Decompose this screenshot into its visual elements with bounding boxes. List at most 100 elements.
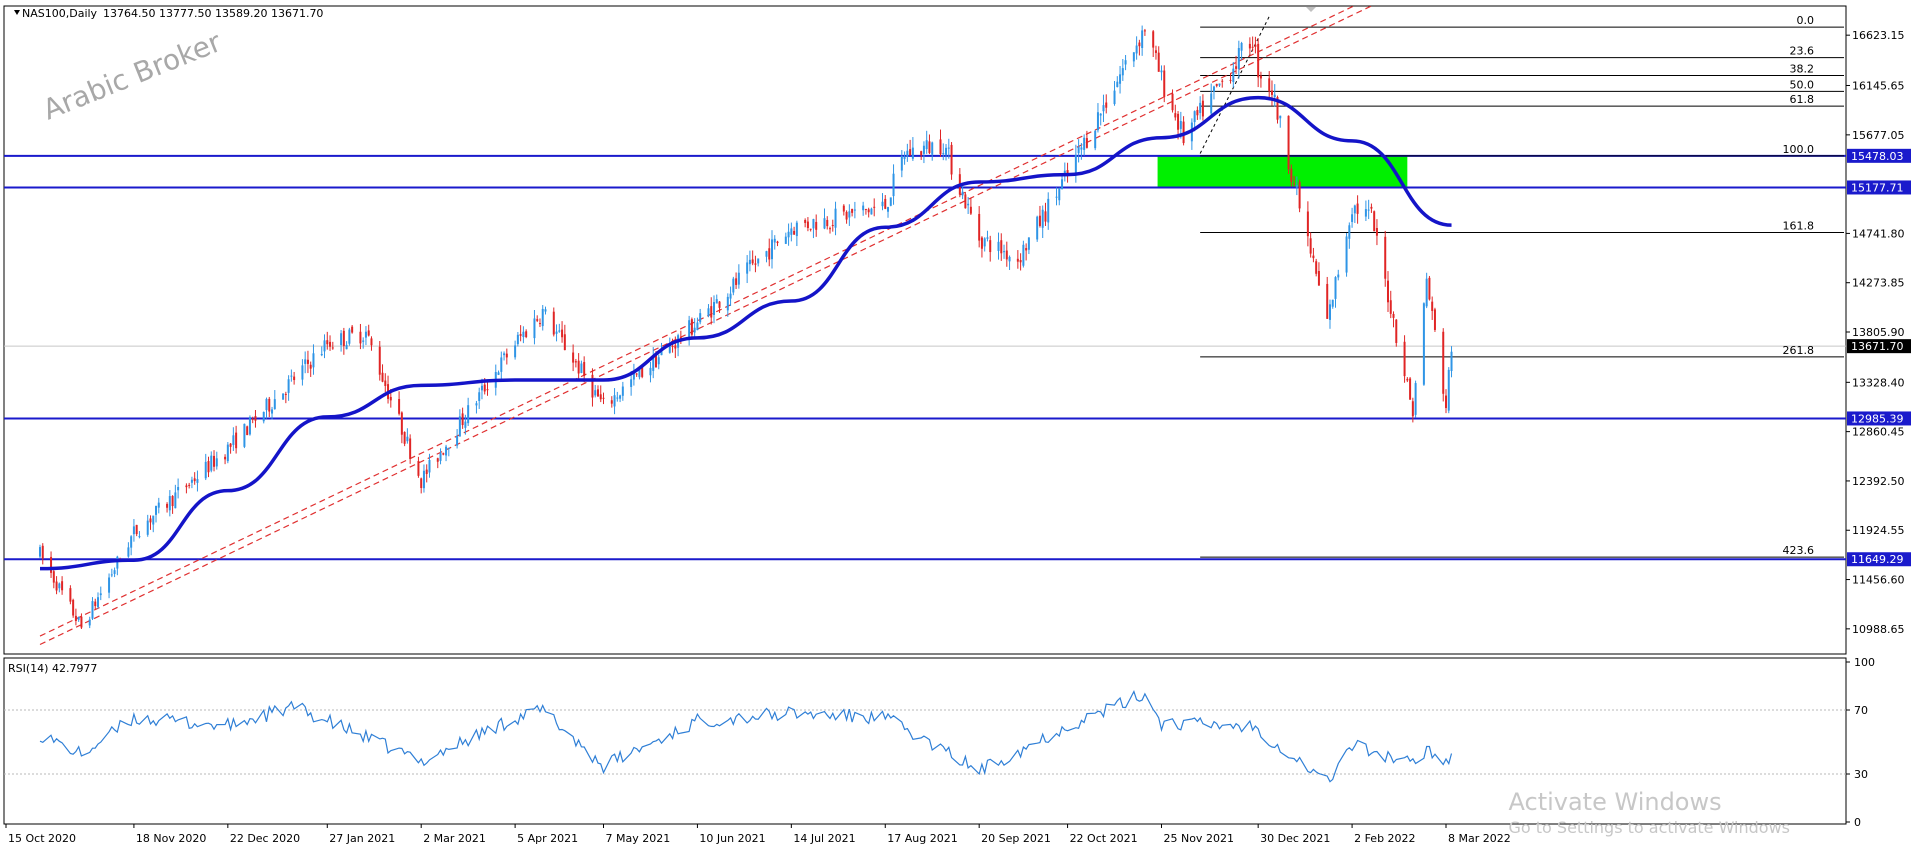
- moving-average-line: [39, 95, 1452, 571]
- candle-body-56: [251, 418, 254, 420]
- x-tick-label-8: 10 Jun 2021: [699, 832, 765, 845]
- candle-body-95: [403, 432, 406, 444]
- candle-body-102: [428, 460, 431, 473]
- candle-body-273: [1094, 130, 1097, 149]
- candle-body-261: [1044, 211, 1047, 222]
- candle-body-195: [790, 228, 793, 235]
- y-tick-label-9: 12392.50: [1852, 475, 1905, 488]
- fib-level-label-2: 23.6: [1790, 45, 1815, 58]
- candle-body-190: [771, 239, 774, 260]
- x-tick-label-16: 8 Mar 2022: [1448, 832, 1511, 845]
- candle-body-142: [583, 362, 586, 376]
- trend-channel-layer[interactable]: [39, 0, 1846, 646]
- candle-body-54: [246, 426, 249, 436]
- candle-body-100: [422, 470, 425, 489]
- candle-body-16: [97, 597, 100, 607]
- candle-body-360: [1428, 277, 1431, 300]
- candle-body-9: [72, 599, 75, 616]
- candle-body-201: [812, 219, 815, 229]
- chart-shift-marker-icon[interactable]: [14, 10, 20, 15]
- candle-body-175: [712, 302, 715, 315]
- candle-body-270: [1080, 147, 1083, 150]
- candle-body-199: [806, 221, 809, 229]
- candle-body-184: [748, 259, 751, 265]
- candle-body-173: [707, 308, 710, 316]
- candle-body-281: [1121, 68, 1124, 76]
- candle-body-332: [1317, 270, 1320, 286]
- candle-body-122: [505, 353, 508, 358]
- candle-body-189: [768, 248, 771, 260]
- candle-body-93: [398, 399, 401, 414]
- candle-body-362: [1433, 309, 1436, 330]
- candle-body-335: [1331, 299, 1334, 307]
- y-tick-label-2: 16145.65: [1852, 79, 1905, 92]
- candle-body-228: [920, 151, 923, 156]
- fib-level-label-7: 161.8: [1783, 220, 1815, 233]
- candle-body-351: [1392, 313, 1395, 318]
- candle-body-36: [174, 492, 177, 509]
- rsi-pane-frame: [3, 657, 1847, 825]
- level-badge-label-1: 15478.03: [1851, 150, 1904, 163]
- candle-body-61: [271, 409, 274, 414]
- horizontal-levels-layer[interactable]: [4, 154, 1846, 561]
- candle-body-182: [737, 272, 740, 285]
- dropdown-arrow-icon[interactable]: [1306, 7, 1316, 12]
- candle-body-185: [751, 259, 754, 264]
- candle-body-133: [552, 311, 555, 335]
- candle-body-86: [367, 330, 370, 336]
- candle-body-14: [91, 601, 94, 619]
- candle-body-302: [1201, 100, 1204, 117]
- candle-body-85: [364, 331, 367, 338]
- candle-body-37: [177, 486, 180, 491]
- candle-body-197: [795, 222, 798, 237]
- candle-body-333: [1326, 283, 1329, 319]
- candle-body-313: [1248, 43, 1251, 49]
- candle-body-227: [911, 147, 914, 159]
- candle-body-150: [616, 397, 619, 399]
- candle-body-48: [224, 456, 227, 460]
- fibonacci-layer[interactable]: 0.0 23.6 38.2 50.0 61.8 100.0 161.8 261.8 423.6: [1199, 14, 1844, 558]
- candle-body-47: [215, 458, 218, 467]
- candle-body-23: [127, 547, 130, 557]
- y-tick-label-6: 13805.90: [1852, 326, 1905, 339]
- candle-body-214: [864, 208, 867, 210]
- y-tick-label-5: 14273.85: [1852, 277, 1905, 290]
- candle-body-220: [887, 207, 890, 212]
- x-tick-label-15: 2 Feb 2022: [1354, 832, 1415, 845]
- candle-body-196: [793, 230, 796, 235]
- candle-body-123: [514, 345, 517, 358]
- candle-body-309: [1232, 68, 1235, 82]
- candle-body-32: [157, 502, 160, 508]
- candle-body-356: [1411, 401, 1414, 417]
- candle-body-83: [359, 331, 362, 344]
- candle-body-126: [522, 331, 525, 338]
- candle-body-346: [1373, 211, 1376, 232]
- candle-body-293: [1171, 93, 1174, 111]
- candle-body-35: [171, 496, 174, 507]
- rsi-tick-label-3: 30: [1854, 768, 1868, 781]
- candle-body-30: [152, 515, 155, 525]
- candle-body-57: [254, 416, 257, 421]
- candle-body-163: [668, 344, 671, 353]
- candle-body-285: [1138, 42, 1141, 47]
- candle-body-180: [732, 278, 735, 293]
- candle-body-355: [1409, 378, 1412, 400]
- candle-body-103: [436, 458, 439, 462]
- candle-body-33: [166, 503, 169, 508]
- candle-body-324: [1290, 168, 1293, 183]
- candle-body-306: [1218, 83, 1221, 86]
- candle-body-24: [130, 536, 133, 548]
- trend-channel-line-2: [39, 6, 1356, 637]
- candle-body-110: [461, 413, 464, 426]
- current-price-badge-bg-5: [1847, 339, 1911, 354]
- candle-body-292: [1163, 70, 1166, 98]
- candle-body-330: [1312, 255, 1315, 259]
- candle-body-224: [903, 156, 906, 160]
- candle-body-188: [765, 251, 768, 257]
- candle-body-134: [555, 331, 558, 334]
- candle-body-305: [1215, 83, 1218, 86]
- level-badge-bg-4: [1847, 552, 1911, 567]
